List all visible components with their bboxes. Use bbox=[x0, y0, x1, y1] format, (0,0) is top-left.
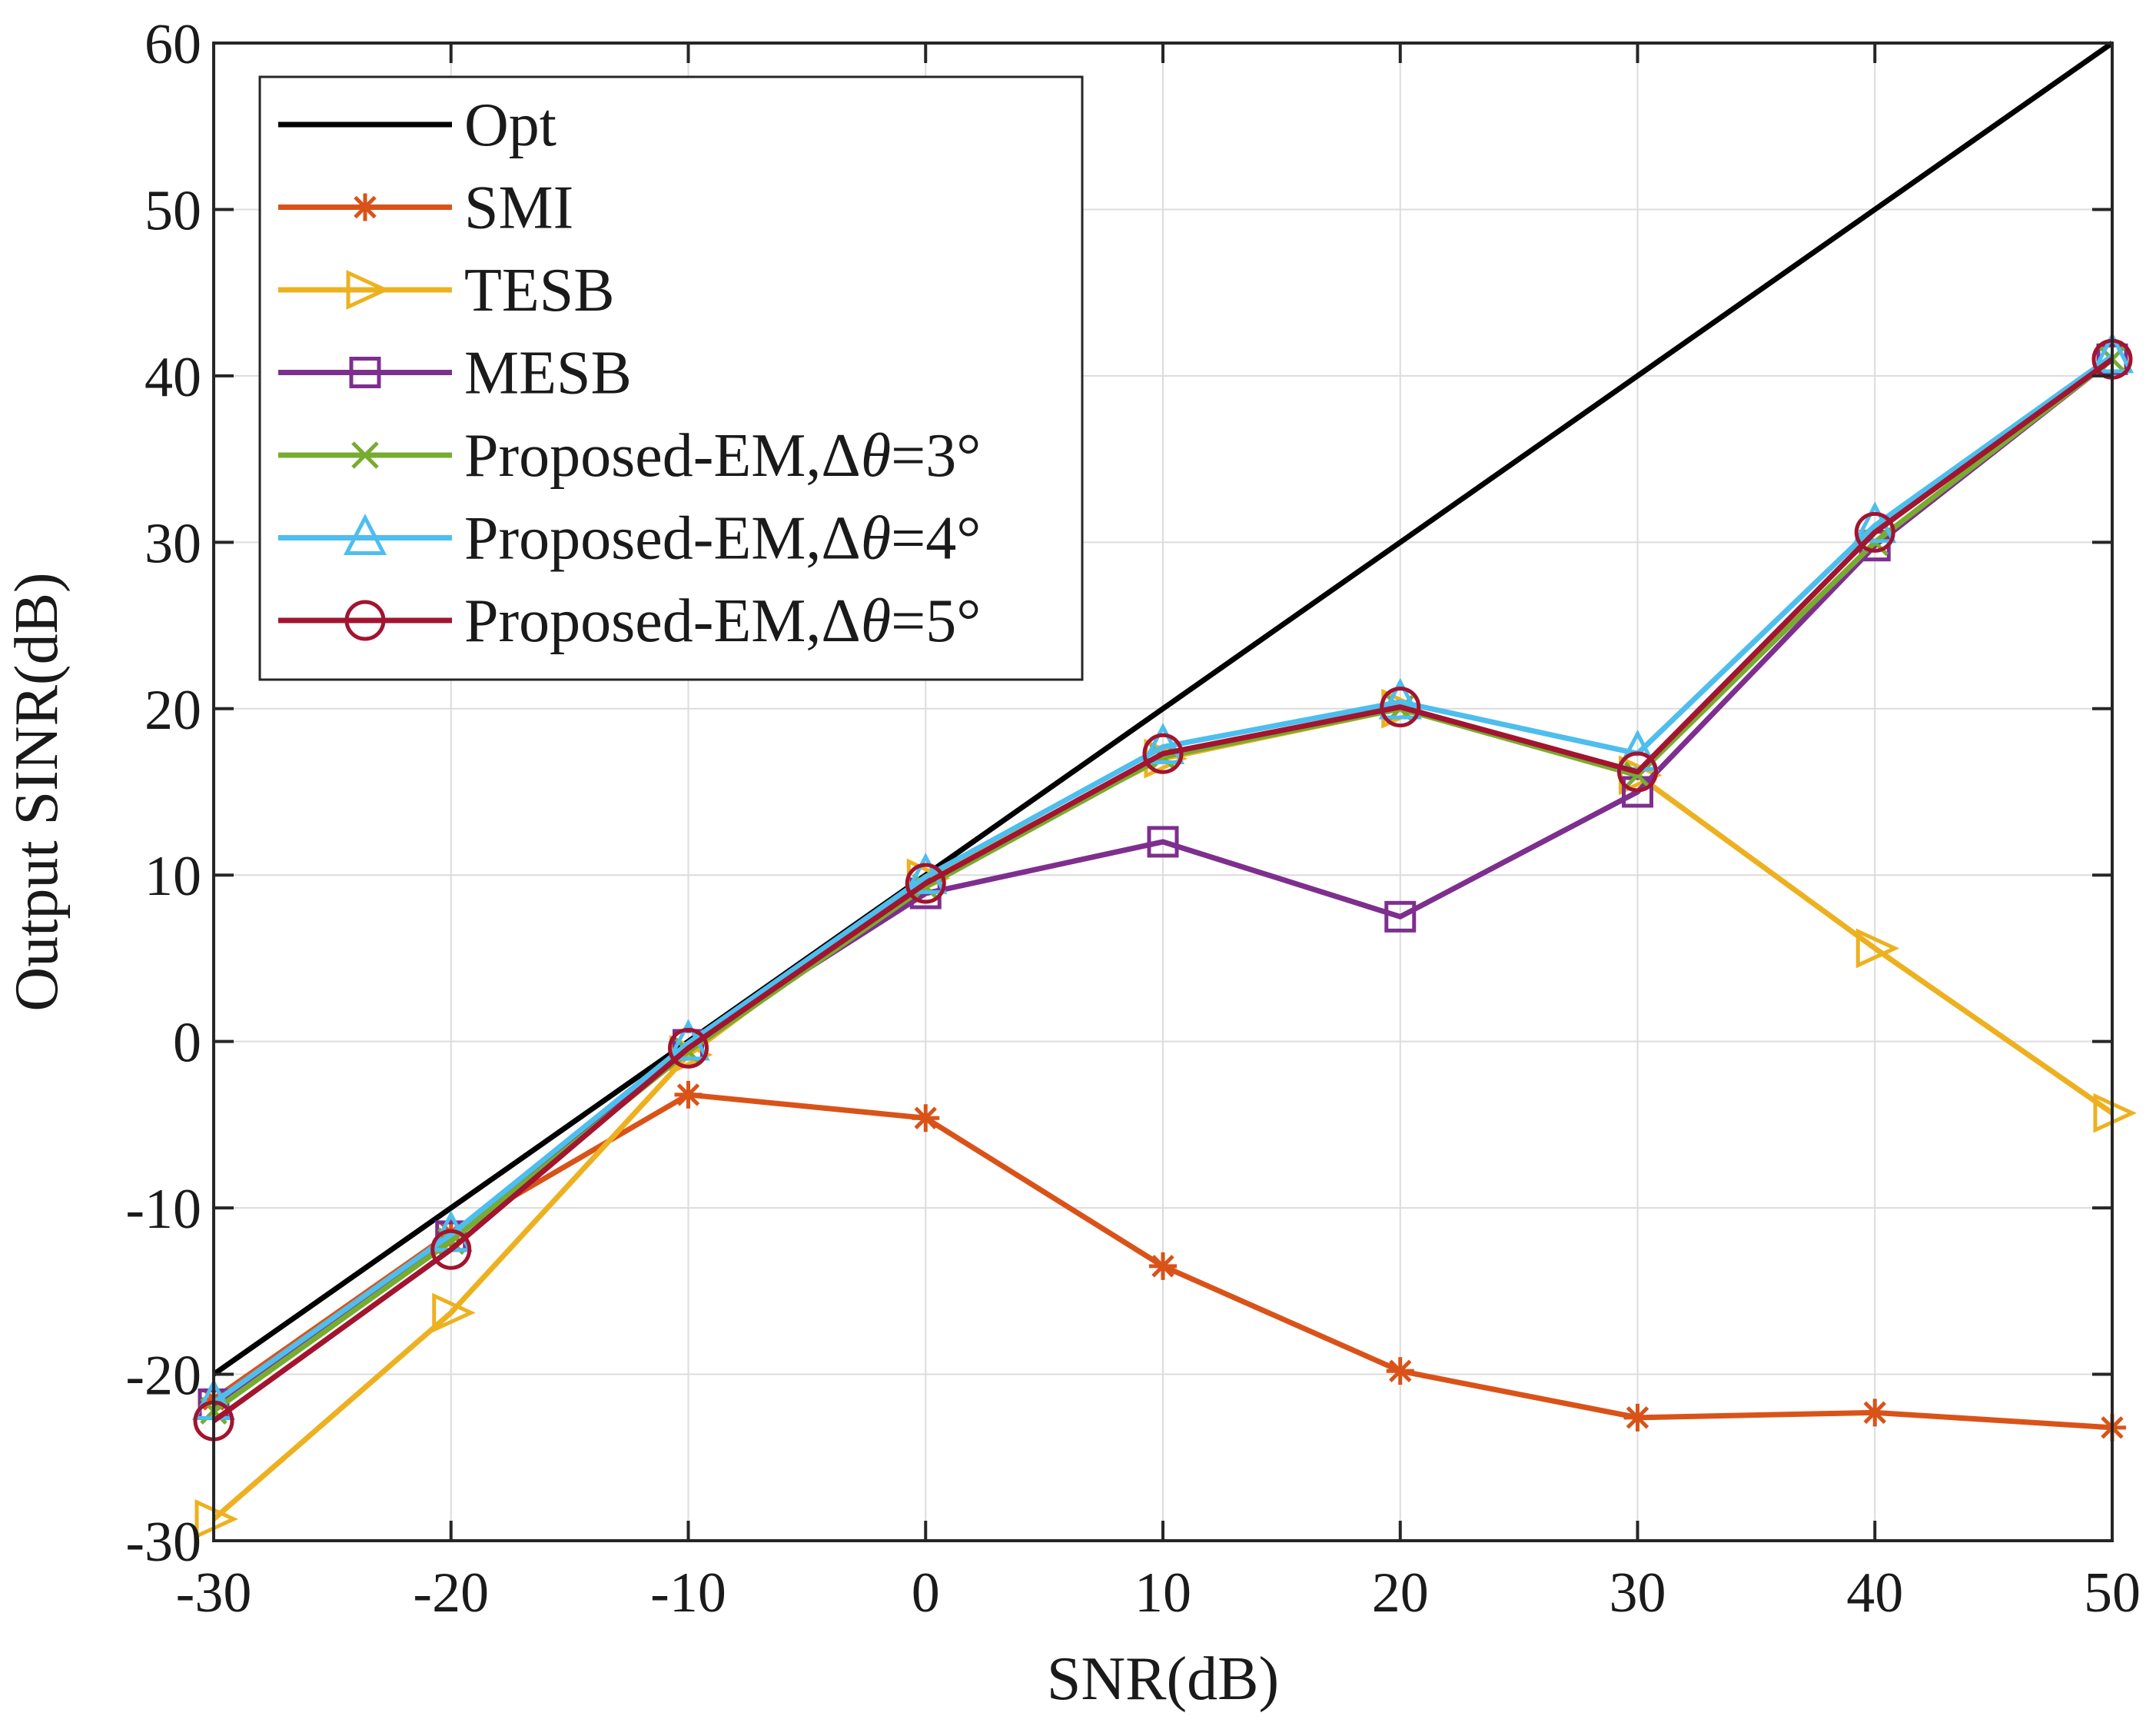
x-tick-label: 50 bbox=[2084, 1561, 2141, 1625]
data-point-proposed-em-4 bbox=[1141, 723, 1185, 765]
series-tesb bbox=[194, 688, 2138, 1539]
legend-label-text: Proposed-EM,Δ bbox=[464, 587, 861, 655]
legend-marker bbox=[344, 600, 386, 641]
data-point-proposed-em-5 bbox=[1617, 751, 1658, 793]
legend-box bbox=[258, 75, 1084, 681]
legend-label-text: Proposed-EM,Δ bbox=[464, 505, 861, 573]
y-tick-label: -10 bbox=[125, 1178, 201, 1241]
data-point-proposed-em-5 bbox=[1142, 733, 1184, 774]
series-line-proposed-em-4 bbox=[211, 354, 2114, 1405]
y-tick-label: 30 bbox=[145, 512, 201, 575]
data-point-proposed-em-4 bbox=[904, 852, 948, 894]
x-tick-label: -30 bbox=[176, 1561, 252, 1625]
legend-label-suffix: =4° bbox=[891, 505, 981, 573]
data-point-smi bbox=[674, 1080, 703, 1109]
legend-label: Proposed-EM,Δθ=3° bbox=[464, 422, 981, 490]
data-point-proposed-em-5 bbox=[1854, 511, 1895, 553]
legend: OptSMITESBMESBProposed-EM,Δθ=3°Proposed-… bbox=[258, 75, 1084, 681]
x-tick-label: 0 bbox=[912, 1561, 940, 1625]
data-point-mesb bbox=[1147, 826, 1179, 858]
legend-label: Opt bbox=[464, 91, 556, 159]
data-point-smi bbox=[912, 1104, 940, 1132]
y-axis-title: Output SINR(dB) bbox=[3, 572, 71, 1011]
data-point-proposed-em-5 bbox=[1380, 687, 1421, 728]
data-point-mesb bbox=[1384, 900, 1417, 933]
y-tick-label: 40 bbox=[145, 346, 201, 409]
legend-label-text: TESB bbox=[464, 257, 615, 324]
legend-label: Proposed-EM,Δθ=4° bbox=[464, 505, 981, 573]
data-point-proposed-em-5 bbox=[430, 1229, 472, 1270]
data-point-tesb bbox=[432, 1292, 476, 1333]
legend-label-text: Proposed-EM,Δ bbox=[464, 422, 861, 490]
legend-label: TESB bbox=[464, 257, 615, 324]
x-tick-label: 40 bbox=[1846, 1561, 1903, 1625]
x-tick-label: 10 bbox=[1134, 1561, 1191, 1625]
data-point-smi bbox=[1861, 1398, 1889, 1427]
data-point-proposed-em-5 bbox=[668, 1027, 709, 1069]
y-tick-label: 0 bbox=[173, 1012, 201, 1075]
series-layer bbox=[191, 41, 2138, 1539]
x-tick-label: -10 bbox=[650, 1561, 726, 1625]
grid-lines bbox=[213, 42, 2113, 1541]
series-line-proposed-em-5 bbox=[211, 357, 2114, 1423]
legend-label-symbol: θ bbox=[861, 422, 891, 490]
data-point-smi bbox=[1623, 1403, 1652, 1432]
legend-label-text: Opt bbox=[464, 91, 556, 159]
data-point-smi bbox=[1386, 1357, 1414, 1385]
y-tick-label: -20 bbox=[125, 1345, 201, 1408]
series-line-opt bbox=[211, 41, 2114, 1377]
legend-label-suffix: =5° bbox=[891, 587, 981, 655]
legend-label: Proposed-EM,Δθ=5° bbox=[464, 587, 981, 655]
legend-marker bbox=[343, 514, 387, 555]
x-tick-label: 20 bbox=[1372, 1561, 1429, 1625]
legend-marker bbox=[351, 441, 379, 469]
x-tick-label: 30 bbox=[1610, 1561, 1666, 1625]
legend-label-symbol: θ bbox=[861, 505, 891, 573]
legend-marker bbox=[346, 270, 390, 310]
legend-marker bbox=[349, 357, 381, 388]
legend-label-text: SMI bbox=[464, 175, 573, 242]
data-point-tesb bbox=[1855, 928, 1900, 969]
data-point-proposed-em-5 bbox=[905, 863, 946, 904]
legend-label-text: MESB bbox=[464, 340, 632, 407]
legend-label-suffix: =3° bbox=[891, 422, 981, 490]
x-tick-label: -20 bbox=[413, 1561, 489, 1625]
y-tick-label: 50 bbox=[145, 179, 201, 242]
x-axis-title: SNR(dB) bbox=[1047, 1645, 1279, 1713]
y-tick-label: 60 bbox=[145, 13, 201, 76]
y-tick-label: 20 bbox=[145, 679, 201, 742]
y-tick-label: 10 bbox=[145, 845, 201, 908]
tick-marks bbox=[212, 42, 2114, 1542]
series-opt bbox=[211, 41, 2114, 1377]
y-tick-label: -30 bbox=[125, 1511, 201, 1574]
series-proposed-em-5 bbox=[193, 338, 2133, 1442]
data-point-smi bbox=[1149, 1252, 1177, 1280]
y-axis-tick-labels: -30 -20 -10 0 10 20 30 40 50 60 bbox=[125, 13, 201, 1574]
x-axis-tick-labels: -30 -20 -10 0 10 20 30 40 50 bbox=[176, 1561, 2141, 1625]
legend-marker bbox=[351, 193, 379, 221]
legend-label-symbol: θ bbox=[861, 587, 891, 655]
legend-label: SMI bbox=[464, 175, 573, 242]
legend-label: MESB bbox=[464, 340, 632, 407]
data-point-proposed-em-4 bbox=[1378, 677, 1422, 720]
data-point-mesb bbox=[1622, 776, 1653, 808]
